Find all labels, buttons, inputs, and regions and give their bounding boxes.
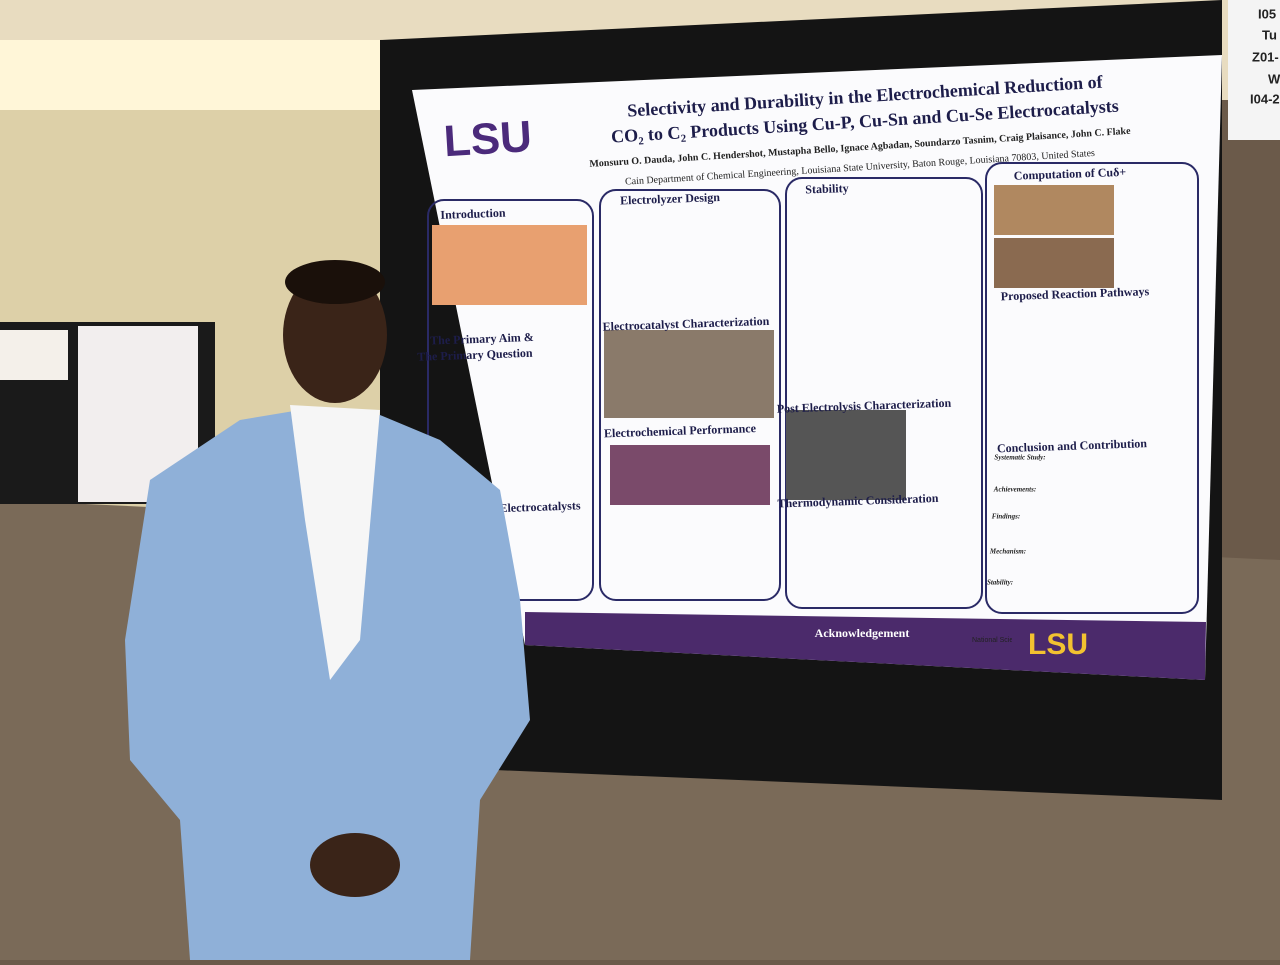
conclusion-label: Mechanism: bbox=[989, 548, 1026, 556]
panels bbox=[427, 162, 1199, 614]
side-sign-text: I05 Tu Z01- W I04-2 bbox=[1250, 6, 1280, 106]
section-heading: The Primary Aim & bbox=[430, 330, 534, 348]
person bbox=[125, 260, 530, 960]
section-heading: Electrocatalysts bbox=[499, 498, 581, 515]
conclusion-label: Stability: bbox=[987, 579, 1013, 587]
section-heading: Electrolyzer Design bbox=[620, 190, 721, 207]
section-heading: Introduction bbox=[440, 206, 506, 222]
side-sign-label: W bbox=[1268, 71, 1280, 86]
poster-text: LSU Selectivity and Durability in the El… bbox=[417, 72, 1150, 665]
section-heading: The Primary Question bbox=[417, 346, 533, 364]
head bbox=[283, 267, 387, 403]
side-sign-label: I04-2 bbox=[1250, 91, 1280, 106]
hair bbox=[285, 260, 385, 304]
figure bbox=[610, 445, 770, 505]
side-sign-label: Z01- bbox=[1252, 49, 1279, 64]
section-heading: Computation of Cuδ+ bbox=[1014, 165, 1127, 183]
figure bbox=[994, 185, 1114, 235]
suit bbox=[125, 410, 530, 960]
section-heading: Electrochemical Performance bbox=[604, 421, 757, 440]
section-heading: Stability bbox=[805, 181, 849, 197]
side-sign-label: I05 bbox=[1258, 6, 1276, 21]
shirt bbox=[290, 405, 380, 680]
figure bbox=[994, 238, 1114, 288]
section-heading: Post Electrolysis Characterization bbox=[777, 396, 952, 416]
acknowledgement: Acknowledgement bbox=[815, 626, 910, 640]
section-heading: Conclusion and Contribution bbox=[997, 436, 1148, 455]
figure bbox=[432, 225, 587, 305]
light-band bbox=[0, 40, 400, 110]
panel bbox=[985, 162, 1199, 614]
conclusion-label: Systematic Study: bbox=[994, 454, 1045, 462]
footer-logo-bg bbox=[1012, 625, 1104, 665]
back-sign bbox=[0, 330, 68, 380]
conclusion-label: Findings: bbox=[992, 513, 1020, 521]
panel bbox=[785, 177, 983, 609]
footer-logo: LSU bbox=[1028, 628, 1088, 661]
figure bbox=[604, 330, 774, 418]
side-sign bbox=[1228, 0, 1280, 140]
section-heading: Electrocatalyst Characterization bbox=[602, 314, 769, 334]
hands bbox=[310, 833, 400, 897]
section-heading: Thermodynamic Consideration bbox=[777, 491, 939, 511]
panel bbox=[599, 189, 781, 601]
logo: LSU bbox=[442, 112, 533, 166]
conclusion-label: Achievements: bbox=[993, 486, 1036, 494]
side-sign-label: Tu bbox=[1262, 27, 1277, 42]
section-heading: Proposed Reaction Pathways bbox=[1001, 284, 1150, 303]
figure bbox=[786, 410, 906, 500]
